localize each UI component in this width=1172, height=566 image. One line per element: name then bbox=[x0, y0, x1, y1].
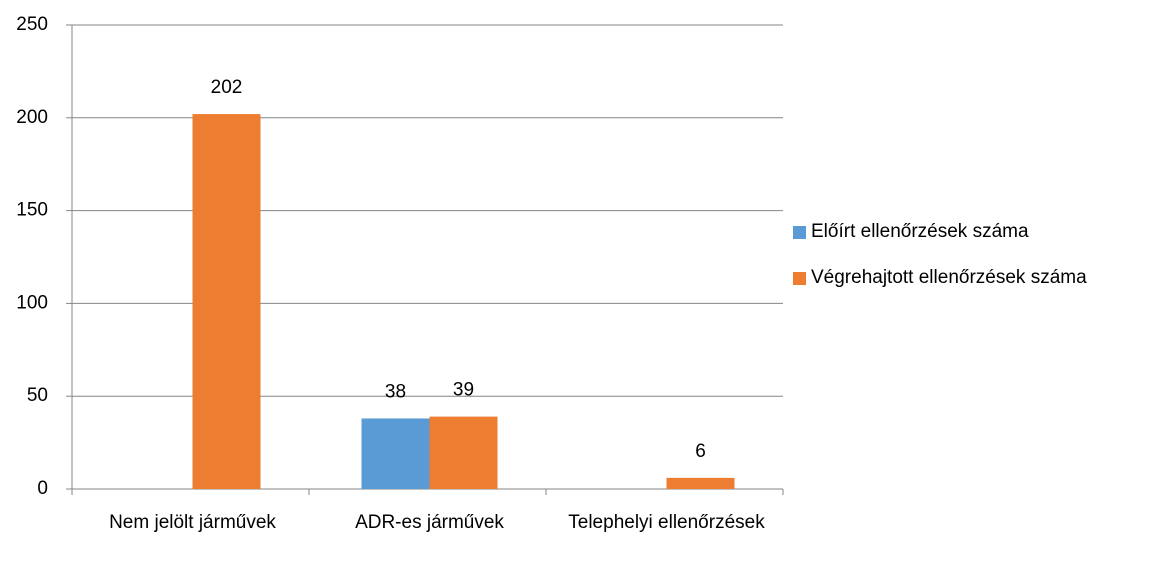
y-tick-label: 100 bbox=[16, 292, 48, 313]
x-tick-label: Nem jelölt járművek bbox=[109, 512, 276, 533]
legend-label: Végrehajtott ellenőrzések száma bbox=[811, 267, 1087, 288]
bar bbox=[429, 416, 498, 489]
bar bbox=[666, 477, 735, 489]
y-tick-label: 0 bbox=[37, 478, 48, 499]
legend-swatch bbox=[793, 272, 806, 285]
bar bbox=[192, 114, 261, 489]
x-tick-label: ADR-es járművek bbox=[355, 512, 504, 533]
y-tick-label: 150 bbox=[16, 200, 48, 221]
legend-swatch bbox=[793, 226, 806, 239]
bar bbox=[361, 418, 430, 489]
legend-label: Előírt ellenőrzések száma bbox=[811, 221, 1029, 242]
data-label: 6 bbox=[695, 441, 706, 462]
y-tick-label: 50 bbox=[27, 385, 48, 406]
x-tick-label: Telephelyi ellenőrzések bbox=[568, 512, 765, 533]
y-tick-label: 200 bbox=[16, 107, 48, 128]
data-label: 202 bbox=[211, 77, 243, 98]
data-label: 39 bbox=[453, 380, 474, 401]
data-label: 38 bbox=[385, 381, 406, 402]
y-tick-label: 250 bbox=[16, 14, 48, 35]
